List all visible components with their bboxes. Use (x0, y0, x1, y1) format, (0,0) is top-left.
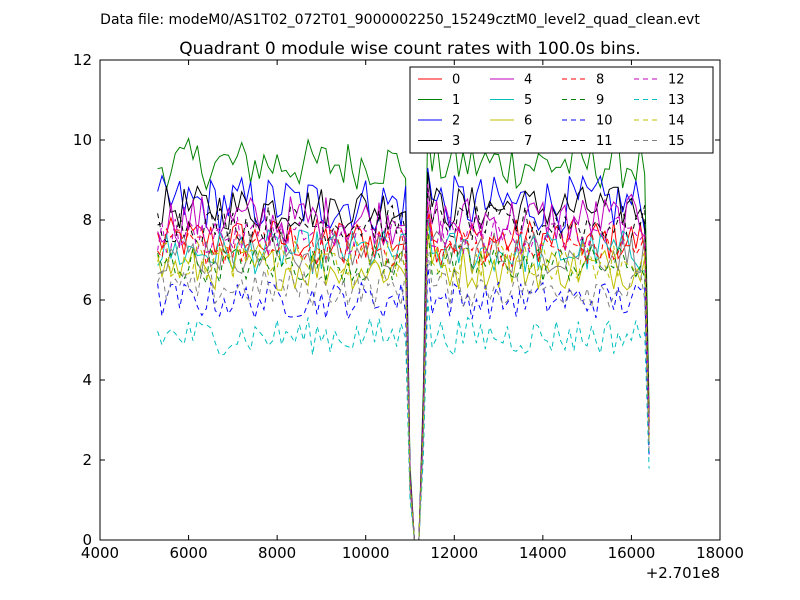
legend-label: 5 (524, 93, 532, 108)
x-tick-label: 14000 (519, 544, 567, 562)
x-tick-label: 12000 (430, 544, 478, 562)
legend-label: 8 (596, 73, 604, 88)
legend-label: 1 (452, 93, 460, 108)
legend-label: 11 (596, 134, 613, 149)
y-tick-label: 12 (73, 51, 92, 69)
legend-label: 3 (452, 134, 460, 149)
series-line-12 (157, 199, 650, 540)
series-line-15 (157, 251, 650, 540)
legend-label: 7 (524, 134, 532, 149)
legend-label: 15 (668, 134, 685, 149)
chart-suptitle: Data file: modeM0/AS1T02_072T01_90000022… (100, 12, 700, 28)
series-line-10 (157, 263, 650, 540)
y-tick-label: 6 (82, 291, 92, 309)
legend-label: 14 (668, 114, 685, 129)
y-tick-label: 0 (82, 531, 92, 549)
x-tick-label: 18000 (696, 544, 744, 562)
series-line-14 (157, 223, 650, 540)
series-line-6 (157, 231, 650, 540)
y-tick-label: 2 (82, 451, 92, 469)
legend-label: 4 (524, 73, 532, 88)
legend-label: 0 (452, 73, 460, 88)
series-line-3 (157, 171, 650, 540)
y-tick-label: 8 (82, 211, 92, 229)
series-line-4 (157, 183, 650, 540)
x-offset-label: +2.701e8 (646, 564, 720, 582)
series-line-1 (157, 127, 650, 540)
legend-label: 12 (668, 73, 685, 88)
legend-label: 13 (668, 93, 685, 108)
plot-area: 4000 6000 8000 10000 12000 14000 16000 18000 0 2 4… (73, 51, 744, 562)
legend-box (409, 66, 714, 154)
series-line-9 (157, 227, 650, 540)
y-tick-label: 4 (82, 371, 92, 389)
x-tick-label: 8000 (258, 544, 296, 562)
chart-title: Quadrant 0 module wise count rates with … (179, 39, 640, 59)
legend-label: 2 (452, 114, 460, 129)
series-line-13 (157, 299, 650, 540)
legend-label: 6 (524, 114, 532, 129)
x-tick-label: 10000 (342, 544, 390, 562)
series-line-11 (157, 187, 650, 540)
x-tick-label: 6000 (169, 544, 207, 562)
series-lines (157, 127, 650, 540)
x-tick-label: 4000 (81, 544, 119, 562)
y-tick-label: 10 (73, 131, 92, 149)
legend-label: 10 (596, 114, 613, 129)
x-tick-label: 16000 (608, 544, 656, 562)
legend-label: 9 (596, 93, 604, 108)
